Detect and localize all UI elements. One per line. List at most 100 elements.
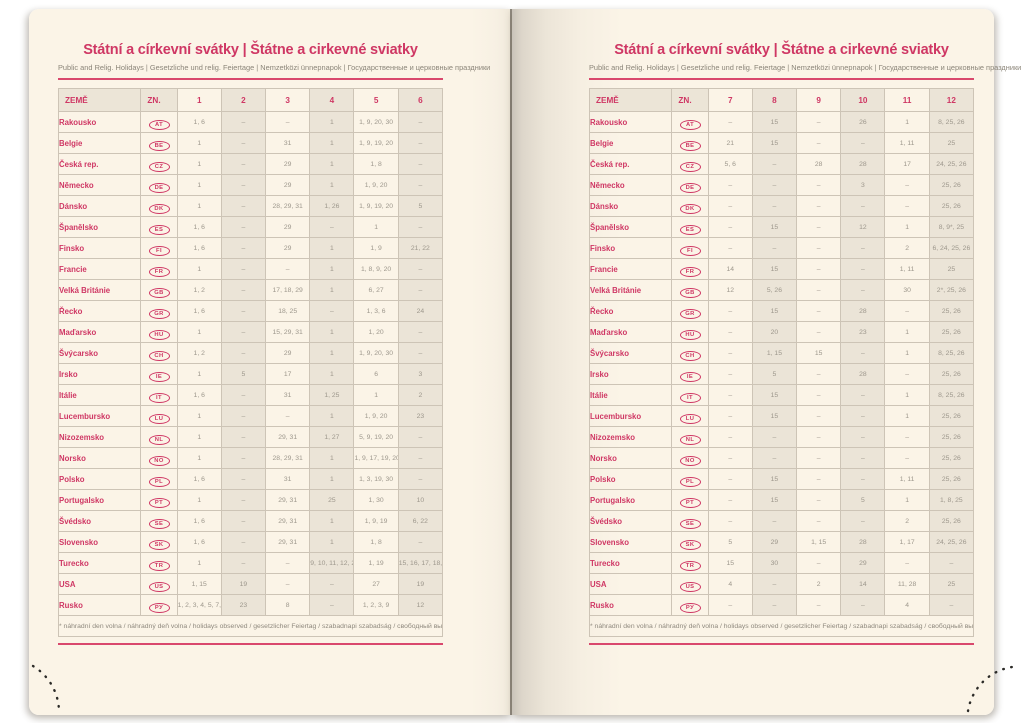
holiday-cell: 1: [176, 132, 222, 154]
country-name: Lucembursko: [57, 405, 142, 427]
country-name: Itálie: [57, 384, 142, 406]
holiday-cell: –: [707, 342, 753, 364]
holiday-cell: 1, 30: [353, 489, 399, 511]
holiday-cell: 23: [840, 321, 886, 343]
table-row: Belgie BE 1–31 1 1, 9, 19, 20–: [57, 132, 444, 154]
country-name: Německo: [57, 174, 142, 196]
holiday-cell: –: [220, 279, 267, 301]
table-row: Finsko FI 1, 6–29 1 1, 9 21, 22: [57, 237, 444, 259]
holiday-cell: 1, 9: [353, 237, 399, 259]
holiday-cell: –: [796, 426, 842, 448]
country-code-cell: AT: [671, 111, 709, 133]
holiday-cell: –: [751, 153, 798, 175]
country-code-badge: HU: [679, 330, 701, 340]
holiday-cell: 25, 26: [928, 174, 975, 196]
country-code-cell: ES: [140, 216, 178, 238]
country-code-cell: GR: [140, 300, 178, 322]
country-name: Irsko: [588, 363, 673, 385]
holiday-cell: –: [220, 468, 267, 490]
holiday-cell: 1: [176, 447, 222, 469]
country-code-badge: GR: [148, 309, 170, 319]
holiday-cell: –: [265, 258, 311, 280]
holiday-cell: 29: [265, 342, 311, 364]
holiday-cell: –: [265, 573, 311, 595]
holiday-cell: –: [220, 552, 267, 574]
country-name: Řecko: [588, 300, 673, 322]
holiday-cell: –: [796, 195, 842, 217]
country-code-badge: IE: [148, 372, 170, 382]
holiday-cell: 1, 6: [176, 531, 222, 553]
holiday-cell: –: [884, 174, 930, 196]
holiday-cell: –: [884, 426, 930, 448]
holiday-cell: 1, 8, 9, 20: [353, 258, 399, 280]
table-row: Norsko NO – – – – –25, 26: [588, 447, 975, 469]
holiday-cell: 25, 26: [928, 321, 975, 343]
holiday-cell: –: [707, 489, 753, 511]
holiday-cell: –: [928, 552, 975, 574]
country-code-cell: NL: [140, 426, 178, 448]
table-row: Nizozemsko NL – – – – –25, 26: [588, 426, 975, 448]
holiday-cell: –: [751, 573, 798, 595]
holiday-cell: 3: [397, 363, 444, 385]
holiday-cell: 1: [309, 363, 355, 385]
holiday-cell: –: [397, 132, 444, 154]
holiday-cell: –: [397, 468, 444, 490]
holiday-cell: 21, 22: [397, 237, 444, 259]
holiday-cell: –: [840, 510, 886, 532]
country-code-cell: CH: [140, 342, 178, 364]
holiday-cell: 5: [397, 195, 444, 217]
table-row: Španělsko ES 1, 6–29–1–: [57, 216, 444, 238]
holiday-cell: 1: [353, 384, 399, 406]
table-row: Polsko PL –15– –1, 11 25, 26: [588, 468, 975, 490]
holiday-cell: –: [840, 279, 886, 301]
holiday-cell: –: [796, 510, 842, 532]
holiday-cell: 2: [884, 237, 930, 259]
holiday-cell: 15: [751, 216, 798, 238]
page-subtitle: Public and Relig. Holidays | Gesetzliche…: [58, 63, 491, 72]
holiday-cell: –: [707, 195, 753, 217]
holiday-cell: 12: [840, 216, 886, 238]
holiday-cell: 1, 11: [884, 258, 930, 280]
holiday-cell: –: [840, 342, 886, 364]
holiday-cell: 25, 26: [928, 426, 975, 448]
table-row: Norsko NO 1–28, 29, 31 1 1, 9, 17, 19, 20–: [57, 447, 444, 469]
country-code-badge: FR: [148, 267, 170, 277]
holiday-cell: 20: [751, 321, 798, 343]
country-code-badge: TR: [679, 561, 701, 571]
table-row: Polsko PL 1, 6–31 1 1, 3, 19, 30–: [57, 468, 444, 490]
holiday-cell: –: [840, 405, 886, 427]
holiday-cell: 15: [751, 111, 798, 133]
holiday-cell: 1, 25: [309, 384, 355, 406]
holiday-cell: –: [397, 342, 444, 364]
country-name: Maďarsko: [588, 321, 673, 343]
holiday-cell: –: [220, 216, 267, 238]
column-header: 4: [309, 88, 355, 112]
holiday-cell: –: [220, 531, 267, 553]
holiday-cell: –: [796, 111, 842, 133]
holiday-cell: –: [397, 258, 444, 280]
country-code-cell: PT: [140, 489, 178, 511]
holiday-cell: –: [220, 426, 267, 448]
holiday-cell: –: [220, 300, 267, 322]
holiday-cell: 6, 24, 25, 26: [928, 237, 975, 259]
holiday-cell: 1, 11: [884, 132, 930, 154]
holiday-cell: 28: [840, 300, 886, 322]
country-name: Dánsko: [57, 195, 142, 217]
holiday-cell: 1: [176, 174, 222, 196]
country-code-badge: FR: [679, 267, 701, 277]
holiday-cell: 29: [751, 531, 798, 553]
table-row: Irsko IE –5–28–25, 26: [588, 363, 975, 385]
holiday-cell: 1, 2: [176, 279, 222, 301]
country-code-badge: HU: [148, 330, 170, 340]
holiday-cell: 1, 9, 20: [353, 405, 399, 427]
holiday-cell: 15: [751, 384, 798, 406]
page-title: Státní a církevní svátky | Štátne a cirk…: [83, 42, 418, 58]
holiday-cell: –: [751, 174, 798, 196]
holiday-cell: –: [220, 342, 267, 364]
country-code-cell: US: [671, 573, 709, 595]
holiday-cell: 6: [353, 363, 399, 385]
holiday-cell: 25, 26: [928, 447, 975, 469]
holiday-cell: –: [220, 447, 267, 469]
country-code-cell: PT: [671, 489, 709, 511]
